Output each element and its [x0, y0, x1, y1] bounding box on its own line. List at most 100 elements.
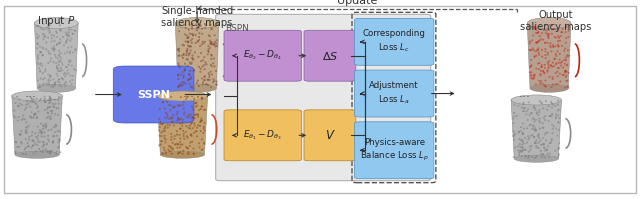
Point [515, 143, 525, 146]
Point [192, 104, 202, 107]
Point [538, 126, 548, 130]
Point [51, 102, 61, 105]
Point [47, 112, 57, 115]
Point [30, 132, 40, 135]
Point [199, 142, 209, 145]
Point [173, 142, 183, 146]
Point [183, 41, 193, 44]
Point [52, 74, 63, 78]
Point [19, 118, 29, 121]
Point [187, 32, 197, 36]
Point [523, 118, 533, 122]
Point [33, 53, 44, 57]
Point [183, 147, 193, 150]
Point [189, 68, 200, 72]
Point [545, 152, 555, 155]
Point [33, 134, 43, 138]
Point [156, 139, 166, 143]
Point [168, 116, 178, 119]
Point [561, 41, 571, 44]
Point [556, 64, 566, 67]
Point [46, 97, 56, 100]
Point [190, 102, 200, 105]
Point [554, 153, 564, 156]
Point [184, 113, 194, 117]
Point [199, 56, 209, 59]
Point [188, 54, 198, 57]
Point [525, 113, 535, 116]
Point [550, 57, 560, 60]
Point [186, 85, 196, 88]
Point [175, 151, 185, 154]
Point [35, 99, 45, 102]
Point [29, 112, 40, 115]
Point [179, 135, 189, 138]
Point [525, 65, 535, 69]
Point [51, 152, 61, 155]
Point [186, 134, 196, 137]
Point [200, 22, 210, 25]
Point [540, 47, 550, 51]
Point [200, 75, 210, 78]
Point [40, 70, 51, 73]
Point [29, 114, 40, 117]
Point [157, 140, 167, 143]
Point [27, 131, 37, 134]
Point [61, 81, 71, 84]
Point [179, 74, 189, 77]
Point [50, 98, 60, 101]
Point [526, 112, 536, 115]
Point [177, 80, 188, 84]
Point [40, 147, 51, 151]
Point [536, 101, 546, 104]
Point [70, 69, 81, 72]
Point [543, 32, 554, 35]
Point [10, 150, 20, 153]
Point [48, 105, 58, 109]
Text: Input $P$: Input $P$ [37, 14, 76, 28]
Point [16, 133, 26, 136]
Point [534, 108, 545, 111]
Point [29, 113, 40, 116]
Point [515, 149, 525, 152]
Point [196, 129, 206, 133]
Point [548, 125, 559, 128]
Point [172, 113, 182, 116]
Point [45, 24, 55, 27]
Point [552, 29, 563, 32]
Point [518, 140, 528, 143]
Point [529, 118, 539, 121]
Point [41, 125, 51, 128]
Point [35, 26, 45, 29]
Point [553, 45, 563, 48]
Point [516, 150, 527, 153]
Point [42, 41, 52, 44]
Point [33, 24, 44, 28]
Point [509, 138, 519, 141]
Point [64, 61, 74, 64]
Point [44, 52, 54, 55]
Point [534, 39, 544, 42]
Point [208, 62, 218, 65]
Ellipse shape [35, 18, 78, 29]
Point [192, 24, 202, 27]
Point [179, 107, 189, 110]
Point [182, 36, 193, 40]
Point [43, 112, 53, 115]
Point [544, 33, 554, 36]
Point [54, 95, 64, 99]
Point [522, 141, 532, 144]
Point [545, 141, 555, 145]
Point [33, 55, 43, 59]
Point [55, 69, 65, 72]
Point [183, 44, 193, 47]
Point [54, 53, 65, 56]
Point [554, 36, 564, 39]
Point [23, 145, 33, 148]
Point [532, 31, 543, 35]
Point [32, 106, 42, 109]
Point [199, 108, 209, 111]
Point [510, 133, 520, 136]
Point [45, 74, 56, 77]
Point [40, 100, 51, 103]
